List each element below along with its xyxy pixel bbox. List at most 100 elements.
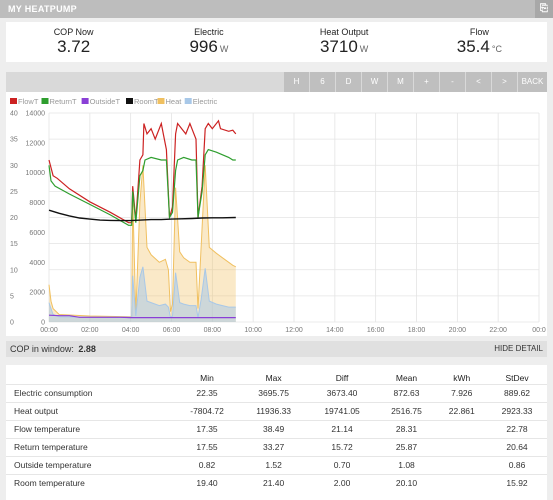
y-left-tick-label: 15	[10, 241, 18, 248]
table-header-row: Min Max Diff Mean kWh StDev	[6, 365, 547, 384]
table-cell: 17.55	[174, 437, 240, 456]
x-tick-label: 10:00	[244, 327, 262, 334]
stat-label: Flow	[469, 27, 489, 37]
stats-table: Min Max Diff Mean kWh StDev Electric consumpt…	[6, 365, 547, 492]
legend-swatch	[41, 98, 49, 104]
row-label: Return temperature	[6, 437, 175, 456]
x-tick-label: 18:00	[408, 327, 426, 334]
x-tick-label: 20:00	[449, 327, 467, 334]
stats-table-panel: Min Max Diff Mean kWh StDev Electric consumpt…	[6, 365, 547, 500]
y-right-tick-label: 10000	[26, 170, 46, 177]
legend-swatch	[126, 98, 133, 104]
heatpump-chart: FlowT ReturnT OutsideT RoomT Heat Electric 00:…	[10, 97, 546, 334]
table-cell: 33.27	[239, 437, 308, 456]
toolbar-button-8[interactable]: >	[491, 72, 517, 92]
table-cell: 21.40	[239, 473, 308, 492]
legend-swatch	[10, 98, 17, 104]
table-cell: 2923.33	[487, 401, 547, 420]
row-label: Outside temperature	[6, 455, 175, 474]
y-left-tick-label: 30	[10, 163, 18, 170]
toolbar-button-7[interactable]: <	[465, 72, 491, 92]
table-cell: 38.49	[239, 419, 308, 438]
hide-detail-button[interactable]: HIDE DETAIL	[494, 344, 543, 353]
table-cell: 25.87	[376, 437, 437, 456]
legend-label: Electric	[193, 97, 218, 106]
table-cell: 19741.05	[307, 401, 377, 420]
table-cell: -7804.72	[174, 401, 240, 420]
table-cell	[436, 437, 488, 456]
chart-toolbar: H 6 D W M + - < > BACK	[6, 72, 547, 92]
x-tick-label: 12:00	[285, 327, 303, 334]
y-right-tick-label: 12000	[26, 140, 46, 147]
table-row: Flow temperature 17.35 38.49 21.14 28.31 22.7…	[6, 419, 547, 438]
x-tick-label: 14:00	[326, 327, 344, 334]
stat-unit: W	[219, 44, 229, 54]
table-cell: 0.86	[487, 455, 547, 474]
stat-cop-now: COP Now 3.72	[6, 22, 141, 62]
cop-window-bar: COP in window: 2.88 HIDE DETAIL	[6, 341, 547, 357]
legend-swatch	[184, 98, 192, 104]
table-cell: 22.861	[436, 401, 488, 420]
table-cell: 22.78	[487, 419, 547, 438]
table-cell: 15.92	[487, 473, 547, 492]
toolbar-button-4[interactable]: M	[387, 72, 413, 92]
row-label: Heat output	[6, 401, 175, 420]
stat-label: Heat Output	[319, 27, 369, 37]
table-row: Heat output -7804.72 11936.33 19741.05 2516.…	[6, 401, 547, 420]
toolbar-button-1[interactable]: 6	[309, 72, 335, 92]
heat-series-area	[49, 165, 236, 322]
column-header	[6, 365, 174, 384]
y-right-tick-label: 6000	[29, 230, 45, 237]
table-cell: 1.08	[376, 455, 437, 474]
table-cell: 889.62	[487, 383, 547, 402]
legend-label: RoomT	[134, 97, 159, 106]
table-cell: 2.00	[307, 473, 377, 492]
table-cell	[436, 419, 488, 438]
returnt-series-line	[48, 148, 236, 226]
stat-unit: °C	[491, 44, 502, 54]
electric-series-area	[49, 266, 236, 322]
table-cell	[436, 473, 488, 492]
toolbar-button-5[interactable]: +	[413, 72, 439, 92]
column-header: Mean	[395, 373, 418, 384]
column-header: StDev	[505, 373, 529, 384]
table-row: Outside temperature 0.82 1.52 0.70 1.08 0.86	[6, 455, 547, 474]
table-cell: 19.40	[174, 473, 240, 492]
x-tick-label: 00:00	[40, 327, 58, 334]
column-header: Min	[200, 373, 214, 384]
cop-window-value: 2.88	[78, 344, 96, 354]
row-label: Flow temperature	[6, 419, 175, 438]
table-cell: 3695.75	[239, 383, 308, 402]
toolbar-button-9[interactable]: BACK	[517, 72, 547, 92]
stat-label: COP Now	[53, 27, 94, 37]
toolbar-button-3[interactable]: W	[361, 72, 387, 92]
stat-value: 35.4	[456, 37, 490, 56]
y-right-tick-label: 4000	[29, 260, 45, 267]
stat-heat-output: Heat Output 3710 W	[277, 22, 412, 62]
y-left-tick-label: 0	[10, 320, 14, 327]
table-cell: 20.64	[487, 437, 547, 456]
y-left-tick-label: 5	[10, 293, 14, 300]
x-tick-label: 16:00	[367, 327, 385, 334]
toolbar-button-2[interactable]: D	[335, 72, 361, 92]
chart-area: FlowT ReturnT OutsideT RoomT Heat Electric 00:…	[6, 92, 547, 336]
external-link-icon[interactable]: ⎘	[535, 0, 553, 18]
toolbar-button-0[interactable]: H	[283, 72, 309, 92]
table-cell: 17.35	[174, 419, 240, 438]
panel-title: MY HEATPUMP	[8, 4, 77, 14]
x-tick-label: 02:00	[81, 327, 99, 334]
toolbar-buttons: H 6 D W M + - < > BACK	[283, 72, 547, 92]
stat-value: 3.72	[57, 37, 91, 56]
outsidet-series-line	[48, 314, 236, 319]
table-body: Electric consumption 22.35 3695.75 3673.40 8…	[6, 383, 547, 492]
stat-label: Electric	[194, 27, 224, 37]
y-right-tick-label: 14000	[26, 111, 46, 118]
toolbar-button-6[interactable]: -	[439, 72, 465, 92]
legend-label: Heat	[166, 97, 183, 106]
legend-label: OutsideT	[90, 97, 121, 106]
stat-unit: W	[359, 44, 369, 54]
stat-value: 3710	[319, 37, 358, 56]
table-cell: 0.70	[307, 455, 377, 474]
table-row: Return temperature 17.55 33.27 15.72 25.87 20…	[6, 437, 547, 456]
legend-label: ReturnT	[50, 97, 78, 106]
